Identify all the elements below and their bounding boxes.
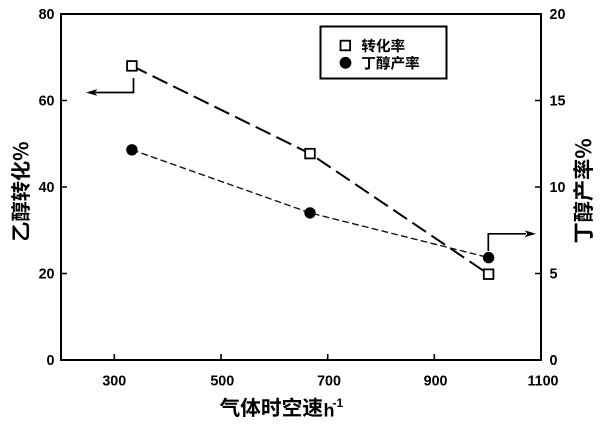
svg-text:40: 40 bbox=[39, 180, 55, 196]
svg-text:1100: 1100 bbox=[527, 374, 558, 390]
svg-text:900: 900 bbox=[424, 374, 448, 390]
svg-text:5: 5 bbox=[550, 267, 558, 283]
svg-text:20: 20 bbox=[39, 267, 55, 283]
svg-text:-1: -1 bbox=[333, 396, 344, 410]
svg-text:500: 500 bbox=[210, 374, 234, 390]
svg-text:80: 80 bbox=[39, 7, 55, 23]
svg-text:h: h bbox=[324, 401, 335, 421]
svg-text:15: 15 bbox=[550, 94, 566, 110]
svg-text:700: 700 bbox=[317, 374, 341, 390]
svg-text:0: 0 bbox=[550, 353, 558, 369]
svg-text:20: 20 bbox=[550, 7, 566, 23]
svg-text:10: 10 bbox=[550, 180, 566, 196]
svg-text:0: 0 bbox=[47, 353, 55, 369]
svg-text:60: 60 bbox=[39, 94, 55, 110]
svg-text:300: 300 bbox=[102, 374, 126, 390]
